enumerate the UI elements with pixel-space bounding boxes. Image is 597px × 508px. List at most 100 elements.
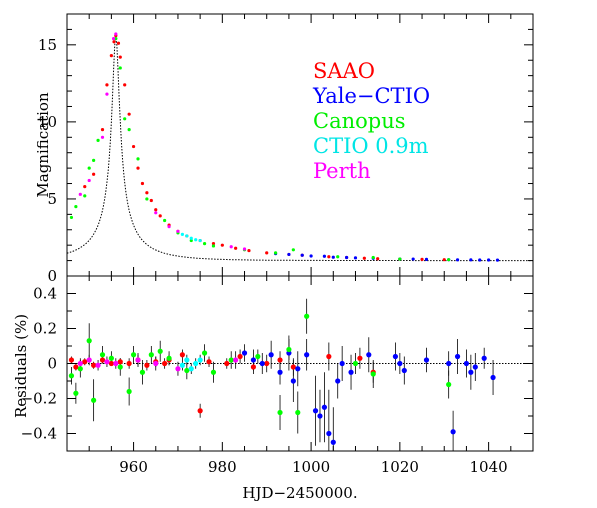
top-ytick-label: 5 <box>47 190 57 208</box>
bottom-panel-ticks: −0.4 −0.2 0 0.2 0.4 960 980 1000 1020 1040 <box>21 275 534 476</box>
data-point-yale-ctio <box>455 258 460 262</box>
residual-point-saao <box>162 360 168 367</box>
residual-point-ctio-0-9m <box>193 360 199 367</box>
residual-point-canopus <box>117 364 123 370</box>
data-point-ctio-0-9m <box>189 236 193 240</box>
residual-point-perth <box>104 359 110 365</box>
data-point-saao <box>83 185 87 189</box>
data-point-saao <box>158 214 162 218</box>
legend: SAAO Yale−CTIO Canopus CTIO 0.9m Perth <box>312 59 430 183</box>
data-point-yale-ctio <box>345 255 349 260</box>
data-point-canopus <box>202 242 207 246</box>
residual-point-ctio-0-9m <box>179 362 185 368</box>
data-point-saao <box>100 127 105 132</box>
data-point-perth <box>176 229 180 233</box>
residual-point-canopus <box>184 367 190 374</box>
data-point-canopus <box>336 255 340 259</box>
data-point-saao <box>154 208 158 212</box>
legend-entry-ctio-09m: CTIO 0.9m <box>313 134 429 158</box>
data-point-yale-ctio <box>495 258 500 262</box>
residual-point-saao <box>206 359 212 365</box>
residual-point-canopus <box>446 381 452 388</box>
data-point-saao <box>211 242 216 246</box>
data-point-saao <box>123 83 127 87</box>
residual-point-canopus <box>91 397 97 403</box>
data-point-saao <box>376 257 380 261</box>
data-point-yale-ctio <box>331 255 335 259</box>
top-ylabel: Magnification <box>34 92 52 198</box>
data-point-saao <box>127 112 131 116</box>
data-point-saao <box>149 198 153 203</box>
data-point-saao <box>92 172 96 176</box>
bottom-ylabel: Residuals (%) <box>12 314 30 418</box>
residual-point-saao <box>144 362 150 368</box>
residual-point-yale-ctio <box>250 357 256 363</box>
residual-point-canopus <box>304 313 310 319</box>
residual-point-yale-ctio <box>481 355 487 361</box>
residual-point-yale-ctio <box>277 369 283 375</box>
data-point-canopus <box>92 158 96 163</box>
residual-point-yale-ctio <box>454 353 461 360</box>
residual-point-canopus <box>201 350 208 356</box>
xtick-label: 1040 <box>470 458 508 476</box>
x-axis-label: HJD−2450000. <box>242 484 357 502</box>
residual-point-perth <box>86 357 92 363</box>
data-point-perth <box>112 37 116 41</box>
data-point-canopus <box>136 157 140 161</box>
residual-point-yale-ctio <box>321 404 328 410</box>
xtick-label: 980 <box>208 458 237 476</box>
data-point-perth <box>100 135 105 139</box>
residual-point-saao <box>326 353 332 360</box>
data-point-canopus <box>83 194 87 198</box>
residual-point-perth <box>95 362 101 368</box>
data-point-saao <box>131 144 136 149</box>
residual-point-saao <box>277 357 283 363</box>
bottom-ytick-label: 0.4 <box>33 285 57 303</box>
magnification-panel: 0 5 10 15 Magnification SAAO Yale−CTIO Cano… <box>34 13 534 285</box>
residual-point-saao <box>82 359 88 365</box>
data-point-saao <box>105 83 109 87</box>
data-point-canopus <box>273 251 278 255</box>
residual-point-yale-ctio <box>268 352 274 358</box>
residual-point-saao <box>290 364 296 370</box>
residual-point-yale-ctio <box>366 352 372 358</box>
data-point-canopus <box>118 66 122 70</box>
residual-point-saao <box>91 362 97 368</box>
data-point-yale-ctio <box>322 254 327 258</box>
residual-point-canopus <box>228 357 234 363</box>
data-point-canopus <box>163 218 167 223</box>
xtick-label: 1000 <box>292 458 330 476</box>
residual-point-canopus <box>286 346 292 353</box>
residual-point-yale-ctio <box>348 369 354 375</box>
residual-point-yale-ctio <box>397 360 403 367</box>
top-ytick-label: 0 <box>47 267 57 285</box>
residual-point-yale-ctio <box>490 374 496 381</box>
residual-point-canopus <box>86 338 92 344</box>
residual-point-perth <box>153 360 159 367</box>
residual-point-canopus <box>73 390 79 396</box>
residual-point-saao <box>108 360 114 367</box>
residual-point-canopus <box>68 373 75 379</box>
residual-point-yale-ctio <box>312 408 319 414</box>
legend-entry-saao: SAAO <box>313 59 375 83</box>
data-point-canopus <box>189 238 193 243</box>
data-point-yale-ctio <box>478 258 482 262</box>
residual-point-saao <box>68 357 75 363</box>
data-point-saao <box>109 54 113 58</box>
residual-point-ctio-0-9m <box>197 357 203 363</box>
data-point-perth <box>87 178 91 183</box>
residual-point-saao <box>250 364 256 370</box>
residual-point-yale-ctio <box>472 364 478 370</box>
data-point-saao <box>362 256 366 260</box>
data-point-perth <box>242 247 247 251</box>
residual-point-yale-ctio <box>392 353 399 360</box>
residual-point-saao <box>197 408 203 414</box>
top-panel-frame <box>66 13 534 277</box>
data-point-perth <box>167 225 171 229</box>
bottom-ytick-label: 0.2 <box>33 320 57 338</box>
residual-point-canopus <box>352 360 359 367</box>
residual-point-ctio-0-9m <box>184 357 190 363</box>
residuals-panel: −0.4 −0.2 0 0.2 0.4 960 980 1000 1020 1040 Residu… <box>12 275 534 502</box>
residual-point-yale-ctio <box>241 350 248 356</box>
data-point-perth <box>114 32 118 36</box>
